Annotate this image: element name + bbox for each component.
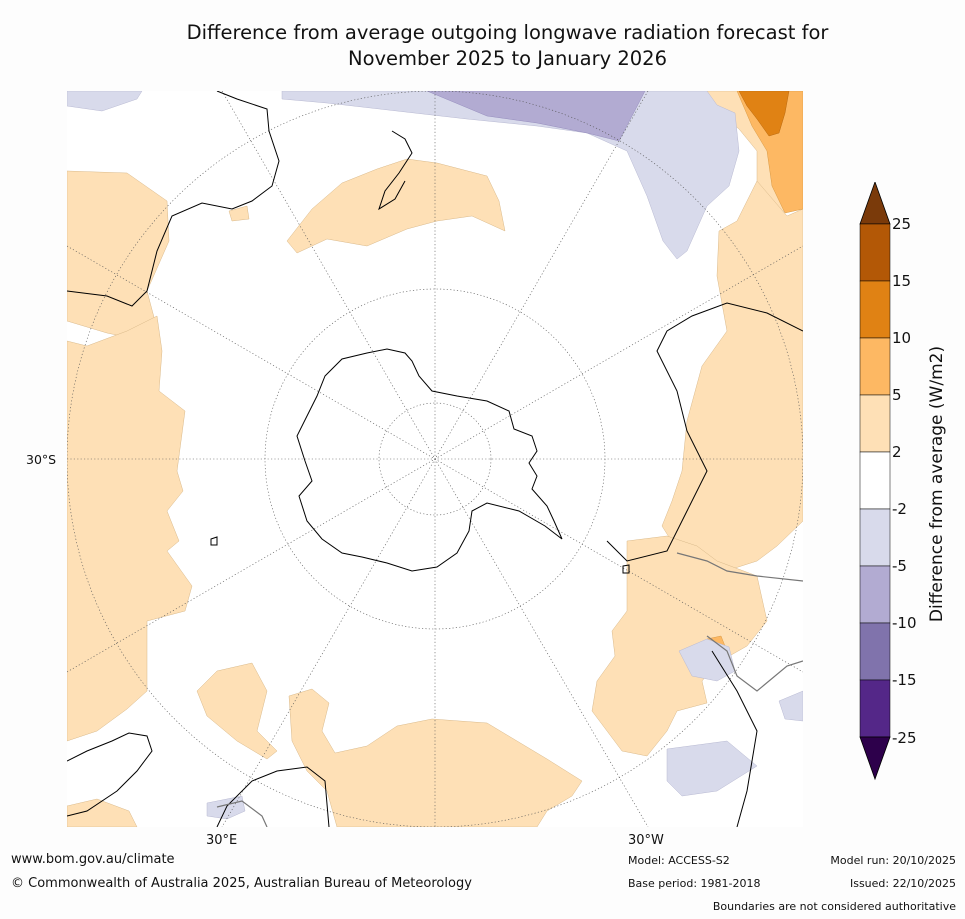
colorbar — [859, 182, 891, 781]
land-coastlines — [67, 91, 803, 827]
footer-base-period: Base period: 1981-2018 — [628, 877, 761, 890]
colorbar-extend-min — [859, 736, 891, 781]
chart-title-line-1: Difference from average outgoing longwav… — [186, 21, 829, 44]
colorbar-segments — [859, 182, 891, 781]
colorbar-tick-15: 15 — [892, 272, 912, 290]
colorbar-segment — [859, 223, 891, 282]
colorbar-tick-minus-2: -2 — [892, 500, 907, 518]
island-south-georgia — [622, 564, 630, 574]
south-america-coastline-east — [711, 650, 758, 827]
chart-title: Difference from average outgoing longwav… — [60, 20, 955, 72]
new-zealand-coastline — [378, 130, 413, 211]
latitude-label-30s: 30°S — [26, 452, 57, 467]
footer-model-run: Model run: 20/10/2025 — [830, 854, 956, 867]
colorbar-tick-minus-25: -25 — [892, 729, 917, 747]
colorbar-segment — [859, 565, 891, 624]
longitude-label-30w: 30°W — [628, 833, 664, 848]
polar-map — [67, 91, 803, 827]
colorbar-segment — [859, 622, 891, 681]
colorbar-segment — [859, 508, 891, 567]
island-kerguelen — [210, 536, 218, 546]
colorbar-tick-minus-10: -10 — [892, 614, 917, 632]
australia-coastline — [67, 91, 280, 307]
anomaly-region-minus-2-to-minus-5 — [67, 91, 803, 820]
colorbar-segment — [859, 394, 891, 453]
chart-title-line-2: November 2025 to January 2026 — [348, 47, 667, 70]
colorbar-label: Difference from average (W/m2) — [927, 345, 947, 623]
colorbar-tick-25: 25 — [892, 215, 912, 233]
footer-copyright: © Commonwealth of Australia 2025, Austra… — [11, 876, 472, 891]
country-boundaries — [216, 552, 803, 827]
south-america-coastline — [606, 302, 803, 562]
footer-model: Model: ACCESS-S2 — [628, 854, 730, 867]
footer-url[interactable]: www.bom.gov.au/climate — [11, 852, 175, 867]
footer-issued: Issued: 22/10/2025 — [849, 877, 956, 890]
footer-disclaimer: Boundaries are not considered authoritat… — [712, 900, 956, 913]
colorbar-tick-10: 10 — [892, 329, 912, 347]
colorbar-tick-5: 5 — [892, 386, 902, 404]
colorbar-tick-minus-5: -5 — [892, 557, 907, 575]
colorbar-tick-2: 2 — [892, 443, 902, 461]
longitude-label-30e: 30°E — [206, 833, 238, 848]
colorbar-segment — [859, 679, 891, 738]
map-panel — [67, 91, 803, 827]
colorbar-segment — [859, 451, 891, 510]
africa-coastline — [216, 766, 330, 827]
anomaly-region-minus-5-to-minus-10 — [426, 91, 646, 142]
colorbar-tick-minus-15: -15 — [892, 671, 917, 689]
graticule — [67, 91, 803, 827]
madagascar-coastline — [67, 732, 153, 817]
colorbar-segment — [859, 280, 891, 339]
colorbar-segment — [859, 337, 891, 396]
antarctica-coastline — [296, 348, 563, 572]
anomaly-region-10-to-15 — [738, 91, 790, 137]
colorbar-extend-max — [859, 182, 891, 225]
